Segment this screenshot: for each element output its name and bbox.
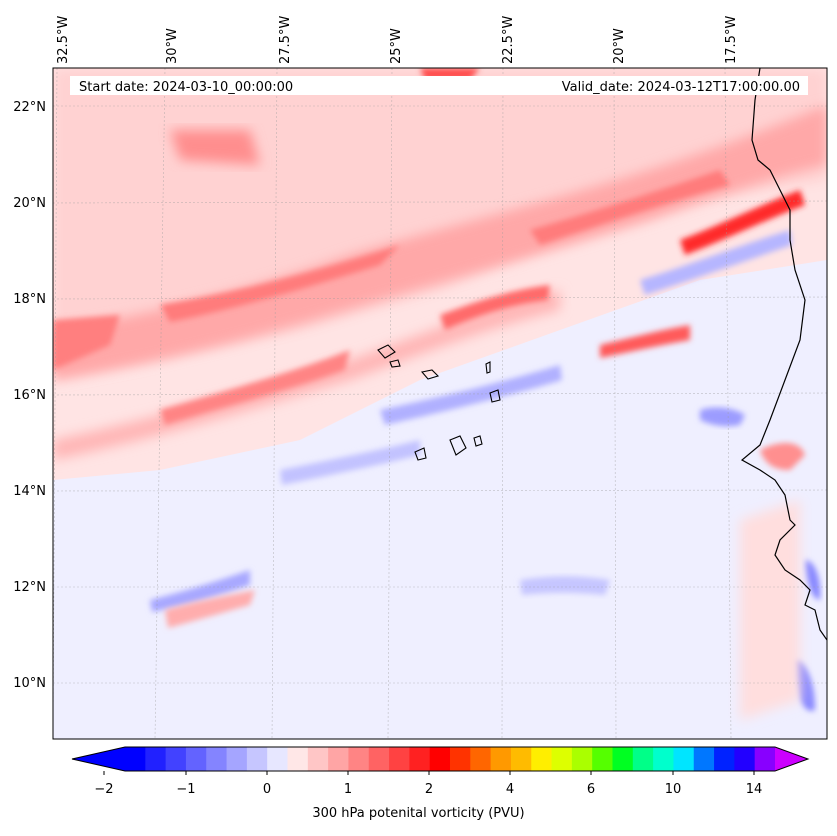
pv-field xyxy=(53,68,827,739)
colorbar-tick-label: 2 xyxy=(425,782,433,797)
colorbar-swatch xyxy=(754,747,776,771)
colorbar-swatch xyxy=(734,747,756,771)
colorbar-swatch xyxy=(267,747,288,771)
colorbar-swatch xyxy=(165,747,187,771)
colorbar-tick-label: 1 xyxy=(344,782,352,797)
colorbar-tick-label: −1 xyxy=(176,782,195,797)
colorbar-swatch xyxy=(185,747,207,771)
lon-label: 25°W xyxy=(389,28,404,64)
colorbar-swatch xyxy=(632,747,654,771)
colorbar-tick-label: 6 xyxy=(587,782,595,797)
colorbar-swatch xyxy=(653,747,674,771)
intense-streak xyxy=(680,190,805,255)
lon-label: 30°W xyxy=(165,28,180,64)
lon-label: 22.5°W xyxy=(501,16,516,64)
colorbar-tick-label: 0 xyxy=(263,782,271,797)
colorbar-swatch xyxy=(490,747,512,771)
lon-label: 32.5°W xyxy=(56,16,71,64)
start-date-label: Start date: 2024-03-10_00:00:00 xyxy=(79,80,293,95)
colorbar-swatch xyxy=(510,747,532,771)
colorbar-swatch xyxy=(612,747,634,771)
colorbar-swatch xyxy=(714,747,735,771)
colorbar-tick-label: 4 xyxy=(506,782,514,797)
lat-label: 14°N xyxy=(13,484,46,499)
graticule xyxy=(53,68,827,739)
colorbar-swatch xyxy=(125,747,146,771)
colorbar-title: 300 hPa potenital vorticity (PVU) xyxy=(312,806,525,821)
colorbar-swatch xyxy=(571,747,593,771)
lon-label: 20°W xyxy=(612,28,627,64)
lat-label: 10°N xyxy=(13,676,46,691)
colorbar-swatch xyxy=(348,747,370,771)
map-frame xyxy=(52,67,828,740)
colorbar-swatch xyxy=(551,747,573,771)
lat-label: 22°N xyxy=(13,100,46,115)
colorbar-swatch xyxy=(450,747,471,771)
colorbar-swatch xyxy=(246,747,268,771)
colorbar-swatch xyxy=(531,747,553,771)
jet-band-north xyxy=(53,105,827,380)
blue-band-northeast xyxy=(640,230,792,295)
lat-label: 20°N xyxy=(13,196,46,211)
colorbar-tick-label: 14 xyxy=(746,782,763,797)
colorbar-swatch xyxy=(429,747,451,771)
colorbar-swatch xyxy=(592,747,613,771)
colorbar-swatch xyxy=(693,747,715,771)
longitude-labels: 32.5°W 30°W 27.5°W 25°W 22.5°W 20°W 17.5… xyxy=(56,16,739,64)
colorbar-swatch xyxy=(287,747,309,771)
colorbar-swatch xyxy=(673,747,695,771)
colorbar-swatch xyxy=(389,747,410,771)
lon-label: 17.5°W xyxy=(724,16,739,64)
colorbar-outline xyxy=(71,746,810,772)
colorbar-swatch xyxy=(206,747,228,771)
colorbar-swatch xyxy=(226,747,248,771)
africa-coastline xyxy=(740,68,827,641)
latitude-labels: 22°N 20°N 18°N 16°N 14°N 12°N 10°N xyxy=(13,100,46,691)
colorbar-tick-label: 10 xyxy=(665,782,682,797)
colorbar-swatch xyxy=(409,747,431,771)
header-box xyxy=(70,76,808,95)
colorbar-swatch xyxy=(328,747,349,771)
colorbar-swatch xyxy=(307,747,329,771)
colorbar xyxy=(71,746,810,775)
lat-label: 18°N xyxy=(13,292,46,307)
lat-label: 16°N xyxy=(13,388,46,403)
colorbar-swatch xyxy=(470,747,492,771)
colorbar-swatch xyxy=(368,747,390,771)
lon-label: 27.5°W xyxy=(278,16,293,64)
colorbar-swatch xyxy=(145,747,167,771)
colorbar-tick-label: −2 xyxy=(94,782,113,797)
cape-verde-islands xyxy=(377,344,501,461)
colorbar-over-arrow xyxy=(775,747,808,771)
valid-date-label: Valid_date: 2024-03-12T17:00:00.00 xyxy=(562,80,800,95)
colorbar-tick-labels: −2 −1 0 1 2 4 6 10 14 xyxy=(94,782,762,797)
lat-label: 12°N xyxy=(13,580,46,595)
colorbar-under-arrow xyxy=(72,747,125,771)
